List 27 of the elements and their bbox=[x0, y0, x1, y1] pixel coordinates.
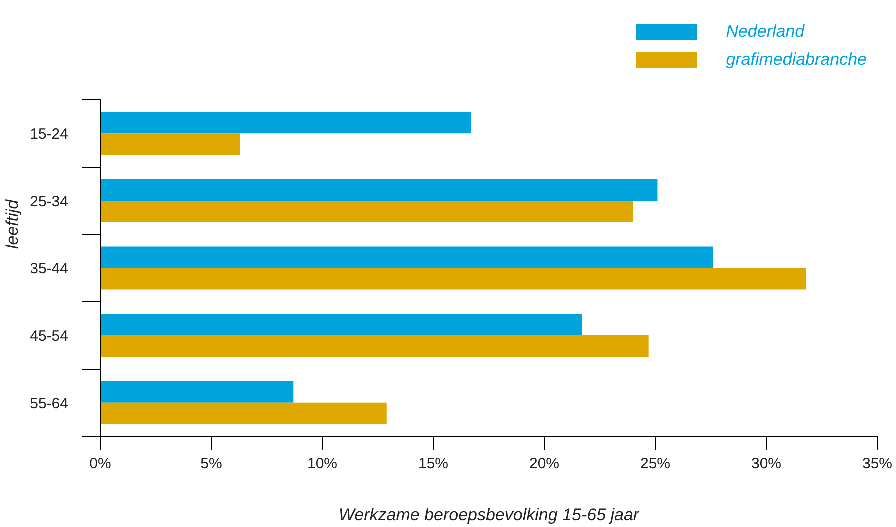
y-tick-label: 45-54 bbox=[30, 328, 69, 346]
legend-label: Nederland bbox=[726, 22, 805, 42]
x-tick-label: 0% bbox=[90, 456, 112, 472]
x-tick-label: 35% bbox=[862, 456, 893, 472]
bar bbox=[100, 179, 658, 201]
bar bbox=[100, 134, 240, 156]
bar bbox=[100, 200, 634, 222]
x-tick-label: 30% bbox=[751, 456, 782, 472]
bar bbox=[100, 381, 294, 403]
y-axis-title: leeftijd bbox=[3, 199, 22, 250]
bar bbox=[100, 314, 582, 336]
x-axis-title: Werkzame beroepsbevolking 15-65 jaar bbox=[338, 506, 640, 524]
bar bbox=[100, 112, 472, 134]
bar bbox=[100, 246, 714, 268]
x-tick-label: 5% bbox=[200, 456, 222, 472]
x-tick-label: 20% bbox=[529, 456, 560, 472]
x-tick-label: 10% bbox=[307, 456, 338, 472]
y-tick-label: 55-64 bbox=[30, 395, 69, 412]
bar bbox=[100, 402, 387, 424]
legend-label: grafimediabranche bbox=[726, 50, 867, 70]
x-tick-label: 25% bbox=[640, 456, 671, 472]
y-tick-label: 15-24 bbox=[30, 126, 69, 144]
x-tick-label: 15% bbox=[418, 456, 449, 472]
y-tick-label: 35-44 bbox=[30, 260, 69, 278]
y-tick-label: 25-34 bbox=[30, 193, 69, 210]
bar bbox=[100, 268, 806, 290]
bar bbox=[100, 336, 649, 358]
